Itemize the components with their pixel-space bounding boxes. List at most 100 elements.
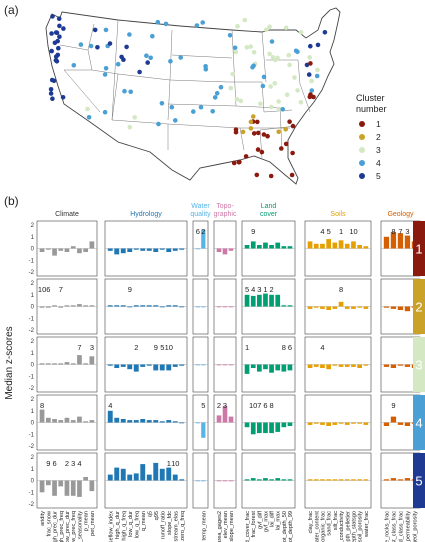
bar-gvf_max [263,242,268,249]
x-tick-label: geol_2nd_class_frac [399,511,405,542]
gauge-point-cluster-4 [159,101,165,106]
map-legend-label-2: 2 [376,132,381,142]
bar-lai_diff [269,294,274,307]
bar-slope_fdc [166,420,172,423]
gauge-point-cluster-4 [227,33,233,38]
bar-soil_conductivity [338,364,344,367]
bar-geol_2nd_class_frac [397,479,404,481]
x-tick-label: high_q_dur [115,511,121,539]
x-tick-label: p_seasonality [77,511,83,542]
bar-low_q_freq [133,473,139,481]
gauge-point-cluster-1 [237,159,242,165]
gauge-point-cluster-4 [214,91,220,96]
bar-zero_q_freq [179,479,185,481]
bar-gvf_max [263,478,268,481]
bar-dom_land_cover_frac [244,364,250,374]
x-tick-label: clay_frac [308,511,314,534]
bar-high_q_freq [120,248,126,254]
map-legend-title-line: number [356,104,387,114]
bar-q_mean [140,464,146,481]
gauge-point-cluster-5 [92,27,98,33]
group-header: Water [191,203,210,210]
bar-low_prec_freq [70,246,76,249]
group-header: cover [260,211,278,218]
bar-p_mean [83,363,88,365]
y-tick-label: 0 [31,421,35,427]
gauge-point-cluster-4 [71,63,77,68]
bar-lai_max [275,422,281,432]
x-tick-label: high_q_freq [121,511,127,541]
y-axis-label: Median z-scores [4,326,15,399]
bar-temp_mean [201,480,206,482]
gauge-point-cluster-4 [86,115,92,120]
bar-frac_forest [250,364,256,368]
rank-annotation: 9 [128,285,132,294]
us-outline [45,7,341,185]
gauge-point-cluster-1 [290,123,296,129]
rank-annotation: 4 [77,459,81,468]
gauge-point-cluster-4 [295,49,300,55]
bar-baseflow_index [107,248,113,251]
y-tick-label: 0 [31,305,35,311]
cluster-strip-3 [413,337,425,392]
cluster-strip-4 [413,395,425,450]
bar-high_prec_freq [58,248,64,251]
x-tick-label: low_q_dur [128,511,134,537]
bar-area_gages2 [216,415,222,423]
gauge-point-cluster-3 [132,115,137,120]
bar-frac_snow [46,417,51,423]
bar-gvf_diff [257,364,262,372]
us-cluster-map [45,7,341,185]
y-tick-label: 1 [31,467,35,473]
y-tick-label: -1 [29,432,35,438]
bar-gvf_diff [257,245,262,249]
gauge-point-cluster-5 [52,40,58,46]
bar-high_prec_dur [52,480,57,496]
bar-silt_frac [332,364,338,366]
bar-slope_fdc [166,305,172,307]
bar-max_water_content [313,479,319,481]
cluster-strip-label: 2 [415,300,422,315]
bar-root_depth_99 [287,422,293,426]
rank-annotation: 10 [38,285,46,294]
bar-root_depth_50 [281,246,287,249]
bar-temp_mean [201,229,206,249]
gauge-point-cluster-4 [210,109,215,114]
bar-dom_land_cover_frac [244,294,250,307]
gauge-point-cluster-1 [254,119,260,125]
bar-q95 [153,462,159,481]
y-tick-label: -2 [29,502,35,508]
bar-elev_mean [222,364,228,366]
gauge-point-cluster-5 [48,87,54,92]
panel-a-label: (a) [4,3,19,17]
gauge-point-cluster-2 [240,129,246,135]
bar-carbonate_rocks_frac [383,364,390,367]
x-tick-label: soil_depth_statsgo [352,511,358,542]
bar-lai_diff [269,479,274,481]
y-tick-label: 1 [31,293,35,299]
gauge-point-cluster-3 [127,124,133,130]
gauge-point-cluster-3 [295,88,300,93]
map-legend-label-3: 3 [376,145,381,155]
bar-p_seasonality [77,248,82,254]
rank-annotation: 4 [320,343,324,352]
rank-annotation: 5 [327,227,331,236]
gauge-point-cluster-3 [230,71,235,77]
bar-sand_frac [326,306,331,310]
x-tick-label: geol_porosity [413,511,419,542]
bar-max_water_content [313,422,319,424]
gauge-point-cluster-1 [268,173,274,179]
rank-annotation: 3 [90,343,94,352]
x-tick-label: elev_mean [223,511,229,538]
gauge-point-cluster-5 [306,72,312,77]
rank-annotation: 1 [263,285,267,294]
bar-carbonate_rocks_frac [383,479,390,481]
bar-q_mean [140,305,146,307]
gauge-point-cluster-4 [103,27,109,33]
y-tick-label: -2 [29,444,35,450]
bar-geol_2nd_class_frac [397,306,404,310]
bar-pet_mean [89,356,95,365]
gauge-point-cluster-1 [233,129,239,135]
bar-clay_frac [307,241,313,249]
map-legend-label-5: 5 [376,171,381,181]
